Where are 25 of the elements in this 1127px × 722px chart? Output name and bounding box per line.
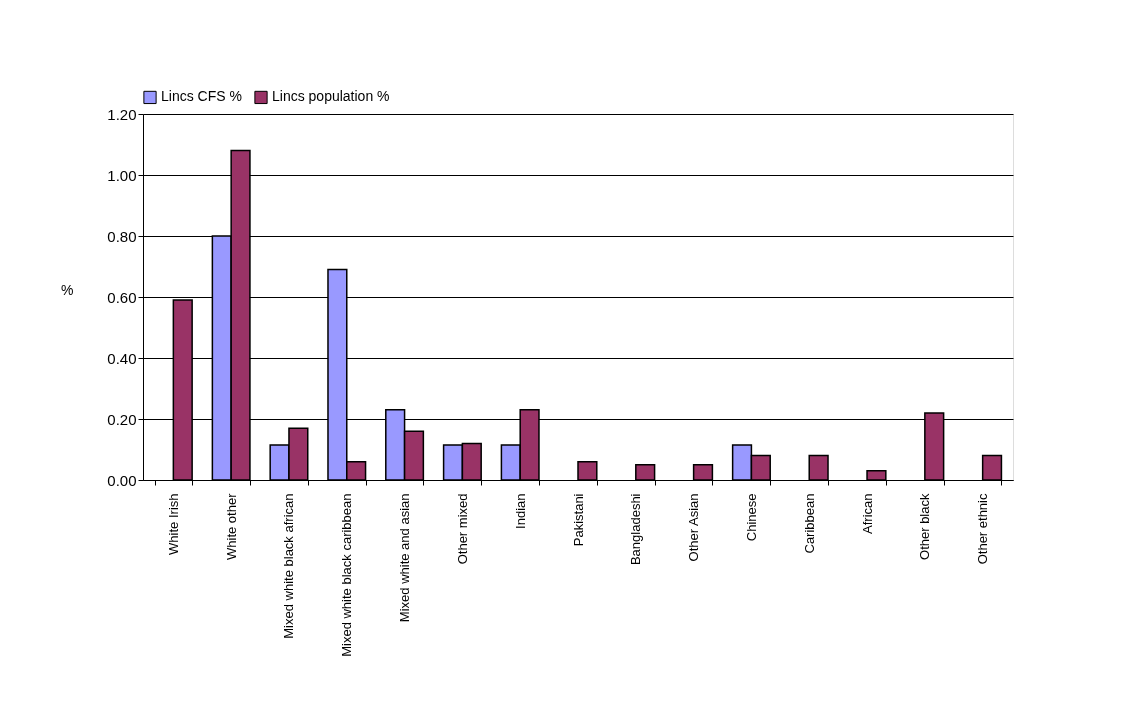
x-tick-label: Bangladeshi — [628, 493, 644, 566]
y-tick-label: 0.20 — [107, 410, 137, 428]
y-tick-label: 1.00 — [107, 166, 137, 184]
y-tick-label: 0.80 — [107, 227, 137, 245]
y-axis-title: % — [61, 281, 74, 298]
x-tick-label: Mixed white black caribbean — [339, 493, 355, 657]
x-tick-label: Indian — [512, 493, 528, 529]
y-tick-label: 1.20 — [107, 105, 137, 123]
x-tick-label: Mixed white and asian — [397, 493, 413, 623]
x-tick-label: White other — [223, 492, 239, 560]
x-tick-label: Mixed white black african — [281, 493, 297, 639]
x-tick-label: Caribbean — [801, 493, 817, 554]
x-tick-label: Other Asian — [686, 493, 702, 562]
x-tick-label: Other ethnic — [975, 493, 991, 565]
x-tick-label: Other mixed — [454, 493, 470, 565]
legend-label: Lincs CFS % — [161, 88, 242, 105]
legend-label: Lincs population % — [272, 88, 390, 105]
x-tick-label: Pakistani — [570, 493, 586, 547]
y-tick-label: 0.60 — [107, 288, 137, 306]
y-tick-label: 0.40 — [107, 349, 137, 367]
x-tick-label: African — [859, 493, 875, 534]
x-tick-label: White Irish — [165, 493, 181, 555]
x-tick-label: Other black — [917, 493, 933, 560]
y-tick-label: 0.00 — [107, 471, 137, 489]
x-tick-label: Chinese — [743, 493, 759, 542]
